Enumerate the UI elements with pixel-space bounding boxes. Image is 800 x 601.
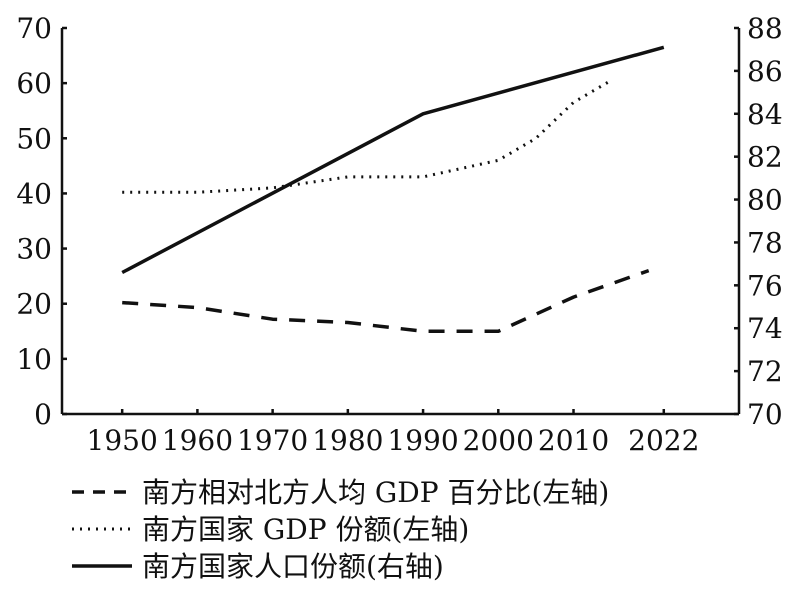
left-y-tick-label: 70 xyxy=(16,12,52,45)
right-y-axis-ticks: 70 72 74 76 78 80 82 84 86 88 xyxy=(734,12,783,431)
left-y-axis-ticks: 0 10 20 30 40 50 60 70 xyxy=(16,12,67,431)
x-tick-label: 2000 xyxy=(463,424,534,457)
x-tick-label: 1950 xyxy=(87,424,158,457)
right-y-tick-label: 76 xyxy=(747,269,783,302)
right-y-tick-label: 70 xyxy=(747,398,783,431)
x-tick-label: 1980 xyxy=(312,424,383,457)
x-tick-label: 2010 xyxy=(538,424,609,457)
right-y-tick-label: 82 xyxy=(747,141,783,174)
series-line-solid xyxy=(121,45,665,275)
series-line-dotted xyxy=(122,79,612,194)
x-tick-label: 1970 xyxy=(237,424,308,457)
x-tick-label: 1990 xyxy=(387,424,458,457)
x-tick-label: 2022 xyxy=(628,424,699,457)
right-y-tick-label: 88 xyxy=(747,12,783,45)
series-layer xyxy=(121,45,665,334)
legend-label: 南方国家人口份额(右轴) xyxy=(142,550,444,583)
right-y-tick-label: 84 xyxy=(747,98,783,131)
left-y-tick-label: 30 xyxy=(16,233,52,266)
right-y-tick-label: 78 xyxy=(747,226,783,259)
right-y-tick-label: 72 xyxy=(747,355,783,388)
legend-label: 南方国家 GDP 份额(左轴) xyxy=(142,513,469,546)
legend-label: 南方相对北方人均 GDP 百分比(左轴) xyxy=(142,476,609,509)
x-axis-ticks: 1950 1960 1970 1980 1990 2000 2010 2022 xyxy=(87,409,699,457)
right-y-tick-label: 86 xyxy=(747,55,783,88)
left-y-tick-label: 10 xyxy=(16,343,52,376)
left-y-tick-label: 0 xyxy=(34,398,52,431)
left-y-tick-label: 50 xyxy=(16,122,52,155)
series-line-dashed xyxy=(122,268,650,334)
legend: 南方相对北方人均 GDP 百分比(左轴) 南方国家 GDP 份额(左轴) 南方国家人… xyxy=(72,476,609,583)
left-y-tick-label: 40 xyxy=(16,177,52,210)
x-tick-label: 1960 xyxy=(162,424,233,457)
right-y-tick-label: 80 xyxy=(747,184,783,217)
right-y-tick-label: 74 xyxy=(747,312,783,345)
plot-frame xyxy=(60,28,741,416)
left-y-tick-label: 20 xyxy=(16,288,52,321)
left-y-tick-label: 60 xyxy=(16,67,52,100)
